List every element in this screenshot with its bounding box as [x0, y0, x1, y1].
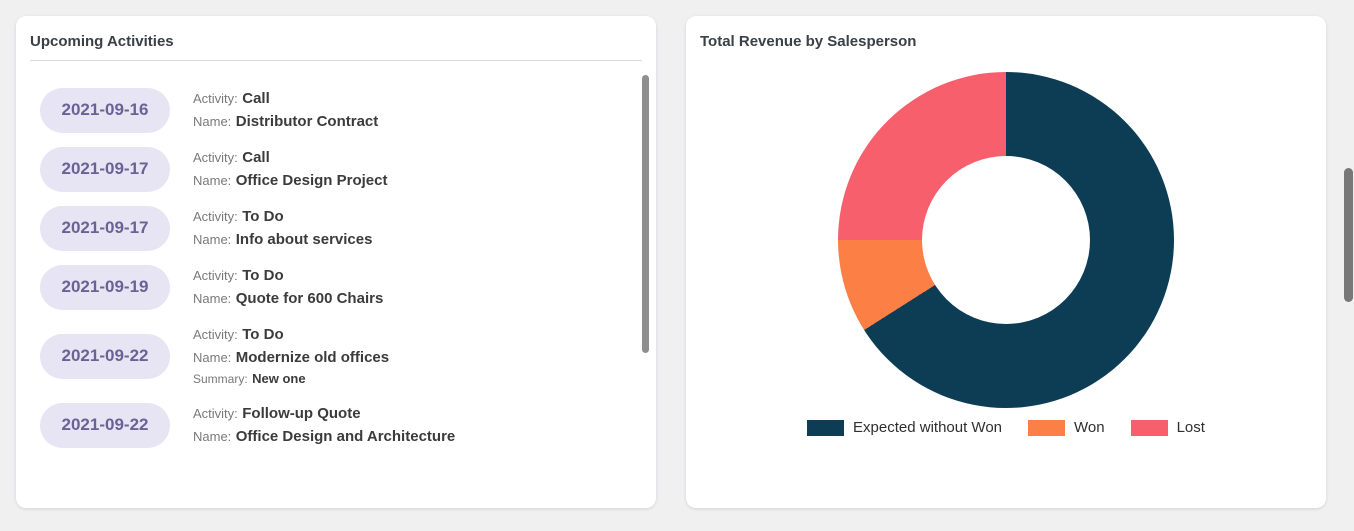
activity-date-badge: 2021-09-22 [40, 333, 170, 379]
activity-type-label: Activity: [193, 327, 238, 342]
activity-name-label: Name: [193, 173, 232, 188]
donut-hole [922, 156, 1090, 324]
activity-name-value: Info about services [235, 231, 373, 248]
activity-name-label: Name: [193, 350, 232, 365]
activity-date-badge: 2021-09-17 [40, 146, 170, 192]
activity-type-value: To Do [242, 208, 284, 225]
activity-type-value: Follow-up Quote [242, 405, 361, 422]
chart-area: Expected without Won Won Lost [686, 60, 1326, 436]
activity-type-line: Activity: Follow-up Quote [193, 402, 455, 425]
activity-type-line: Activity: To Do [193, 264, 383, 287]
activity-date-badge: 2021-09-22 [40, 402, 170, 448]
legend-swatch [1028, 419, 1066, 436]
activity-info: Activity: Call Name: Distributor Contrac… [193, 87, 378, 133]
activity-name-value: Modernize old offices [235, 349, 390, 366]
activity-row[interactable]: 2021-09-17 Activity: Call Name: Office D… [40, 146, 638, 192]
legend-label: Lost [1176, 419, 1205, 436]
activity-name-label: Name: [193, 232, 232, 247]
activity-name-value: Office Design Project [235, 172, 388, 189]
activity-list: 2021-09-16 Activity: Call Name: Distribu… [16, 61, 656, 481]
activity-name-line: Name: Office Design Project [193, 169, 387, 192]
upcoming-activities-title: Upcoming Activities [30, 33, 174, 50]
legend-swatch [1130, 419, 1168, 436]
activity-info: Activity: Follow-up Quote Name: Office D… [193, 402, 455, 448]
activity-info: Activity: To Do Name: Quote for 600 Chai… [193, 264, 383, 310]
legend-item[interactable]: Expected without Won [807, 419, 1002, 436]
activity-name-line: Name: Info about services [193, 228, 372, 251]
activity-type-value: To Do [242, 267, 284, 284]
activity-type-line: Activity: To Do [193, 205, 372, 228]
activity-list-scrollbar-thumb[interactable] [642, 75, 649, 353]
activity-name-line: Name: Modernize old offices [193, 346, 389, 369]
activity-summary-label: Summary: [193, 372, 248, 386]
activity-name-value: Distributor Contract [235, 113, 379, 130]
activity-info: Activity: To Do Name: Info about service… [193, 205, 372, 251]
activity-name-label: Name: [193, 291, 232, 306]
activity-date-badge: 2021-09-17 [40, 205, 170, 251]
activity-type-label: Activity: [193, 91, 238, 106]
activity-date-badge: 2021-09-16 [40, 87, 170, 133]
activity-summary-value: New one [252, 371, 306, 386]
legend-swatch [807, 419, 845, 436]
total-revenue-title: Total Revenue by Salesperson [700, 33, 917, 50]
activity-info: Activity: To Do Name: Modernize old offi… [193, 323, 389, 389]
activity-name-value: Quote for 600 Chairs [235, 290, 384, 307]
page-scrollbar-thumb[interactable] [1344, 168, 1353, 302]
legend-item[interactable]: Lost [1130, 419, 1205, 436]
card-header-divider [30, 60, 642, 61]
activity-info: Activity: Call Name: Office Design Proje… [193, 146, 387, 192]
activity-name-value: Office Design and Architecture [235, 428, 456, 445]
activity-name-line: Name: Office Design and Architecture [193, 425, 455, 448]
donut-chart[interactable] [838, 72, 1174, 408]
total-revenue-card: Total Revenue by Salesperson Expected wi… [686, 16, 1326, 508]
activity-type-label: Activity: [193, 406, 238, 421]
legend-item[interactable]: Won [1028, 419, 1105, 436]
activity-row[interactable]: 2021-09-22 Activity: Follow-up Quote Nam… [40, 402, 638, 448]
upcoming-activities-card: Upcoming Activities 2021-09-16 Activity:… [16, 16, 656, 508]
activity-name-line: Name: Distributor Contract [193, 110, 378, 133]
activity-summary-line: Summary: New one [193, 369, 389, 389]
activity-type-label: Activity: [193, 268, 238, 283]
activity-type-value: Call [242, 149, 270, 166]
activity-type-value: Call [242, 90, 270, 107]
activity-row[interactable]: 2021-09-19 Activity: To Do Name: Quote f… [40, 264, 638, 310]
activity-name-label: Name: [193, 114, 232, 129]
legend-label: Won [1074, 419, 1105, 436]
activity-name-line: Name: Quote for 600 Chairs [193, 287, 383, 310]
activity-type-label: Activity: [193, 150, 238, 165]
activity-type-value: To Do [242, 326, 284, 343]
activity-row[interactable]: 2021-09-16 Activity: Call Name: Distribu… [40, 87, 638, 133]
activity-type-label: Activity: [193, 209, 238, 224]
chart-legend: Expected without Won Won Lost [807, 419, 1205, 436]
activity-type-line: Activity: Call [193, 146, 387, 169]
activity-row[interactable]: 2021-09-22 Activity: To Do Name: Moderni… [40, 323, 638, 389]
activity-type-line: Activity: Call [193, 87, 378, 110]
activity-name-label: Name: [193, 429, 232, 444]
legend-label: Expected without Won [853, 419, 1003, 436]
activity-type-line: Activity: To Do [193, 323, 389, 346]
activity-row[interactable]: 2021-09-17 Activity: To Do Name: Info ab… [40, 205, 638, 251]
activity-date-badge: 2021-09-19 [40, 264, 170, 310]
